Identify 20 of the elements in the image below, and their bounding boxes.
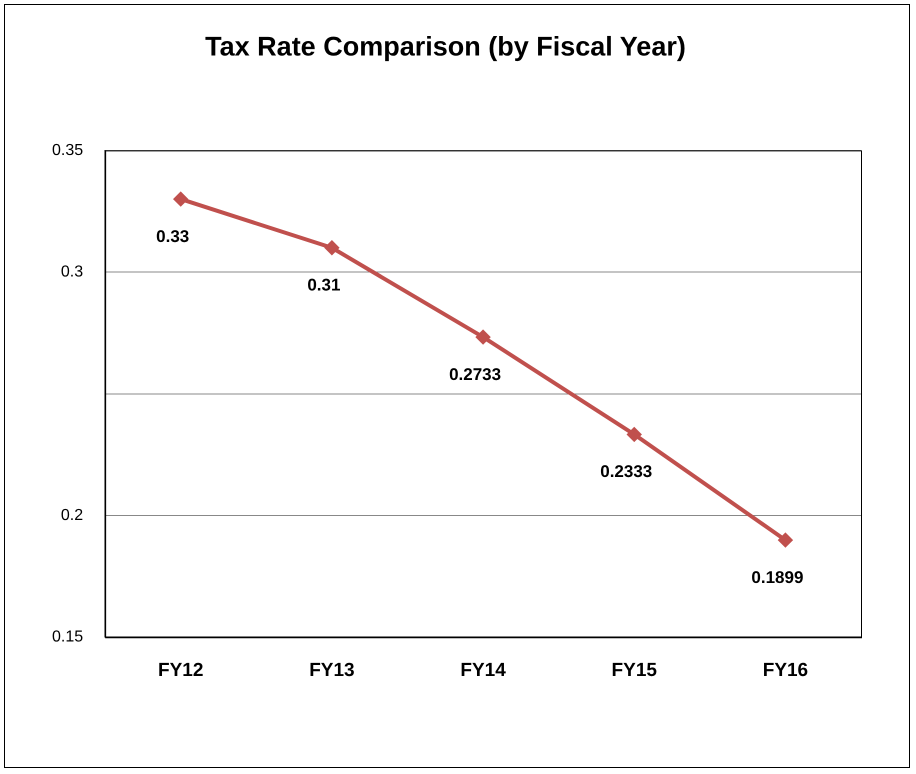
- data-label: 0.33: [156, 226, 190, 246]
- point: [778, 532, 793, 548]
- data-label: 0.1899: [751, 568, 804, 587]
- x-tick-label: FY15: [612, 660, 658, 681]
- x-tick-label: FY16: [762, 660, 808, 681]
- y-tick-label: 0.2: [60, 506, 84, 524]
- chart-title: Tax Rate Comparison (by Fiscal Year): [205, 32, 686, 62]
- point: [626, 426, 642, 442]
- data-label: 0.31: [307, 275, 340, 294]
- point: [173, 192, 188, 207]
- x-tick-label: FY14: [460, 660, 506, 681]
- x-tick-label: FY13: [309, 660, 355, 681]
- y-tick-label: 0.15: [52, 628, 84, 646]
- y-tick-label: 0.3: [60, 264, 84, 281]
- point: [476, 330, 491, 345]
- x-tick-label: FY12: [158, 660, 204, 681]
- data-label: 0.2333: [600, 462, 652, 482]
- point: [324, 240, 340, 256]
- data-label: 0.2733: [449, 364, 502, 384]
- y-tick-label: 0.35: [52, 142, 84, 159]
